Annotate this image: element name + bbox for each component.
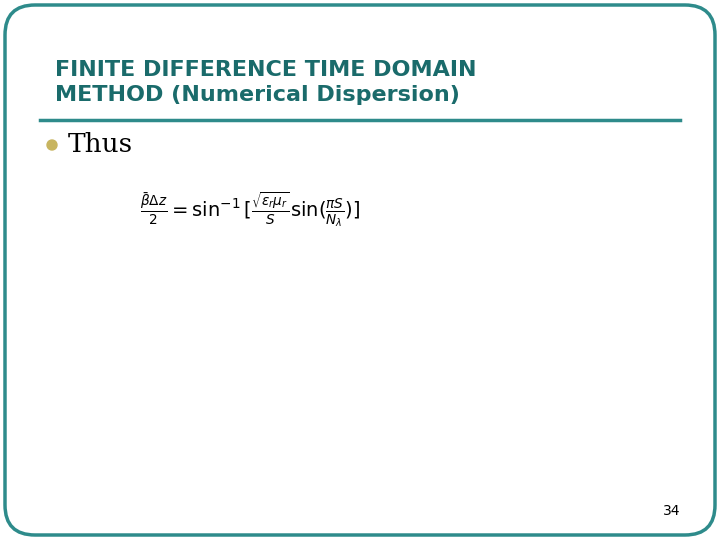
Text: 34: 34 <box>662 504 680 518</box>
Text: METHOD (Numerical Dispersion): METHOD (Numerical Dispersion) <box>55 85 460 105</box>
FancyBboxPatch shape <box>5 5 715 535</box>
Circle shape <box>47 140 57 150</box>
Text: Thus: Thus <box>68 132 133 158</box>
Text: $\frac{\bar{\beta}\Delta z}{2} = \sin^{-1}[\frac{\sqrt{\varepsilon_r \mu_r}}{S}\: $\frac{\bar{\beta}\Delta z}{2} = \sin^{-… <box>140 191 360 229</box>
Text: FINITE DIFFERENCE TIME DOMAIN: FINITE DIFFERENCE TIME DOMAIN <box>55 60 477 80</box>
